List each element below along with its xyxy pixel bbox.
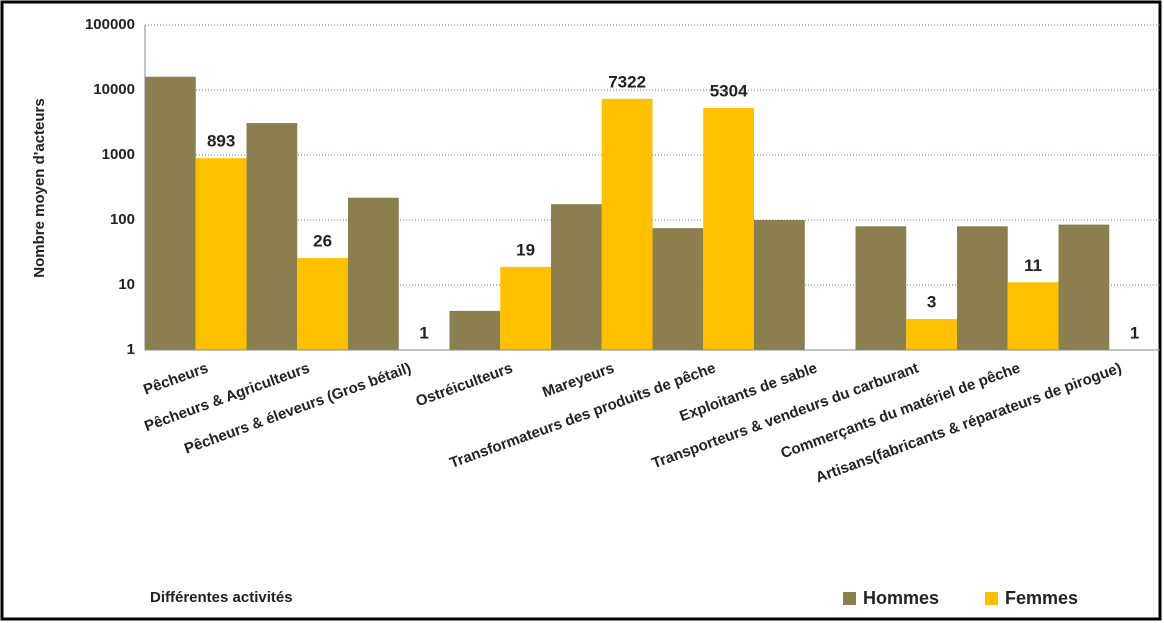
bar bbox=[195, 158, 247, 350]
y-tick-label: 100000 bbox=[85, 16, 135, 33]
bar bbox=[551, 204, 602, 350]
y-tick-label: 1000 bbox=[102, 146, 135, 163]
data-label: 893 bbox=[207, 132, 235, 151]
data-label: 1 bbox=[1130, 323, 1139, 342]
legend-swatch bbox=[843, 592, 856, 605]
bar bbox=[449, 310, 501, 350]
bar bbox=[297, 258, 348, 350]
bar bbox=[500, 266, 551, 350]
bar bbox=[601, 98, 653, 350]
data-label: 19 bbox=[516, 240, 535, 259]
y-tick-label: 10000 bbox=[93, 81, 135, 98]
bar bbox=[906, 318, 957, 350]
data-label: 11 bbox=[1024, 256, 1042, 275]
bar bbox=[145, 76, 196, 350]
bar bbox=[855, 226, 907, 350]
bar bbox=[652, 228, 704, 350]
y-tick-label: 10 bbox=[118, 276, 135, 293]
legend-swatch bbox=[985, 592, 998, 605]
bar bbox=[957, 226, 1008, 350]
data-label: 26 bbox=[313, 232, 332, 251]
x-axis-title: Différentes activités bbox=[150, 589, 293, 606]
bar bbox=[1007, 282, 1059, 350]
y-tick-label: 1 bbox=[127, 341, 135, 358]
y-axis-title: Nombre moyen d'acteurs bbox=[31, 98, 48, 277]
bar bbox=[348, 197, 399, 350]
legend-label: Hommes bbox=[863, 588, 939, 608]
data-label: 1 bbox=[419, 323, 428, 342]
legend-label: Femmes bbox=[1005, 588, 1078, 608]
data-label: 7322 bbox=[608, 72, 646, 91]
bar bbox=[246, 123, 298, 350]
data-label: 3 bbox=[927, 292, 936, 311]
bar bbox=[1058, 224, 1110, 350]
bar bbox=[703, 107, 754, 350]
y-tick-label: 100 bbox=[110, 211, 135, 228]
bar bbox=[754, 220, 805, 350]
data-label: 5304 bbox=[710, 81, 748, 100]
